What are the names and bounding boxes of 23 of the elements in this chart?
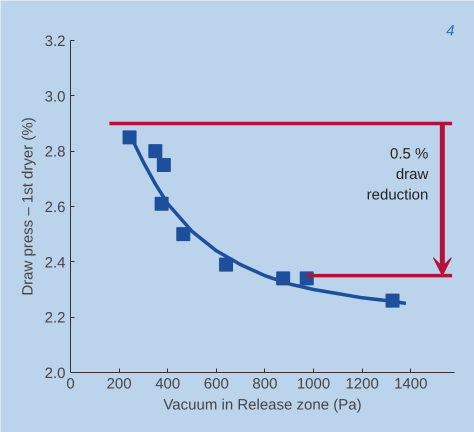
point — [156, 158, 171, 172]
y-tick-label: 2.2 — [44, 310, 66, 327]
text: 4 — [446, 22, 454, 40]
y-tick-label: 3.2 — [44, 33, 66, 50]
y-tick-label: 2.8 — [44, 144, 66, 161]
x-tick-label: 200 — [106, 376, 132, 392]
y-axis-title: Draw press – 1st dryer (%) — [20, 117, 37, 296]
x-tick-label: 800 — [252, 376, 278, 392]
annotation: 0.5 % draw reduction — [366, 146, 429, 204]
x-tick-label: 1400 — [394, 376, 428, 392]
y-tick-label: 2.6 — [44, 199, 66, 216]
y-tick-label: 2.0 — [44, 365, 66, 382]
point — [219, 258, 234, 272]
x-tick-label: 600 — [204, 376, 229, 392]
y-tick-label: 2.4 — [44, 254, 66, 272]
x-tick-label: 1200 — [345, 376, 379, 392]
x-tick-label: 0 — [66, 376, 75, 392]
x-tick-label: 400 — [155, 376, 180, 392]
y-tick-label: 3.0 — [44, 88, 66, 106]
point — [176, 227, 190, 242]
x-axis-title: Vacuum in Release zone (Pa) — [163, 396, 362, 414]
x-tick-label: 1000 — [296, 376, 330, 392]
point — [148, 144, 162, 158]
